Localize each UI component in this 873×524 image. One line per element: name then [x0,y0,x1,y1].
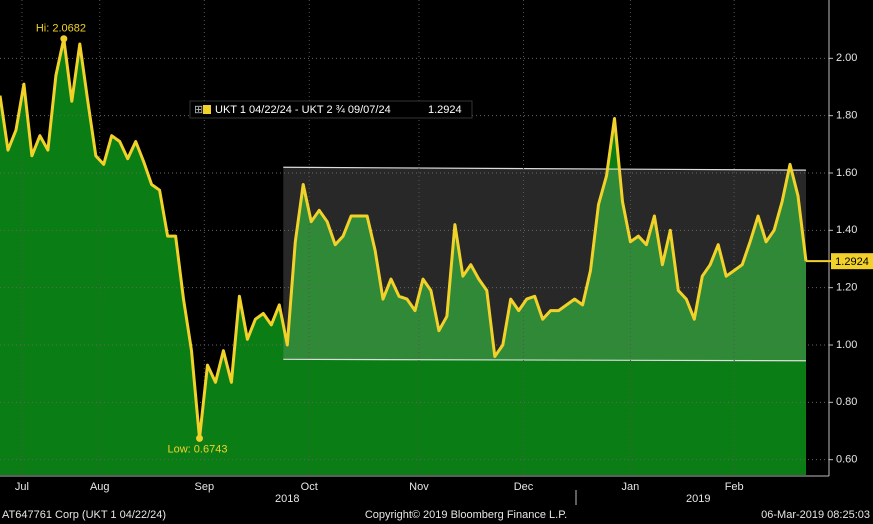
last-value-label: 1.2924 [835,256,869,268]
y-tick-label: 1.00 [836,339,857,351]
footer-right: 06-Mar-2019 08:25:03 [761,509,870,521]
hi-label: Hi: 2.0682 [36,23,86,35]
y-tick-label: 1.80 [836,110,857,122]
y-tick-label: 1.40 [836,224,857,236]
y-tick-label: 1.20 [836,282,857,294]
x-tick-label: Dec [514,481,534,493]
legend-swatch [203,105,211,114]
channel-bottom [283,358,807,362]
line [0,37,808,440]
last-value-box [831,253,873,270]
y-tick-label: 0.60 [836,454,857,466]
x-tick-label: Feb [725,481,744,493]
footer-left: AT647761 Corp (UKT 1 04/22/24) [2,509,166,521]
low-marker [196,434,204,442]
area-fill [0,38,806,476]
plot-area [0,0,829,476]
year-label: 2019 [686,493,710,505]
x-tick-label: Aug [90,481,110,493]
channel-box [283,167,807,361]
x-tick-label: Sep [195,481,215,493]
y-tick-label: 1.60 [836,167,857,179]
legend-value: 1.2924 [428,104,462,116]
legend-box [189,100,473,119]
hi-marker [60,35,68,43]
x-tick-label: Jul [15,481,29,493]
legend-name: UKT 1 04/22/24 - UKT 2 ¾ 09/07/24 [215,104,391,116]
y-tick-label: 2.00 [836,52,857,64]
y-tick-label: 0.80 [836,396,857,408]
x-tick-label: Oct [301,481,318,493]
channel-top [283,166,807,171]
legend-toggle: ⊞ [194,104,203,116]
footer-center: Copyright© 2019 Bloomberg Finance L.P. [365,509,567,521]
x-tick-label: Jan [622,481,640,493]
x-tick-label: Nov [409,481,429,493]
low-label: Low: 0.6743 [168,443,228,455]
year-label: 2018 [275,493,299,505]
